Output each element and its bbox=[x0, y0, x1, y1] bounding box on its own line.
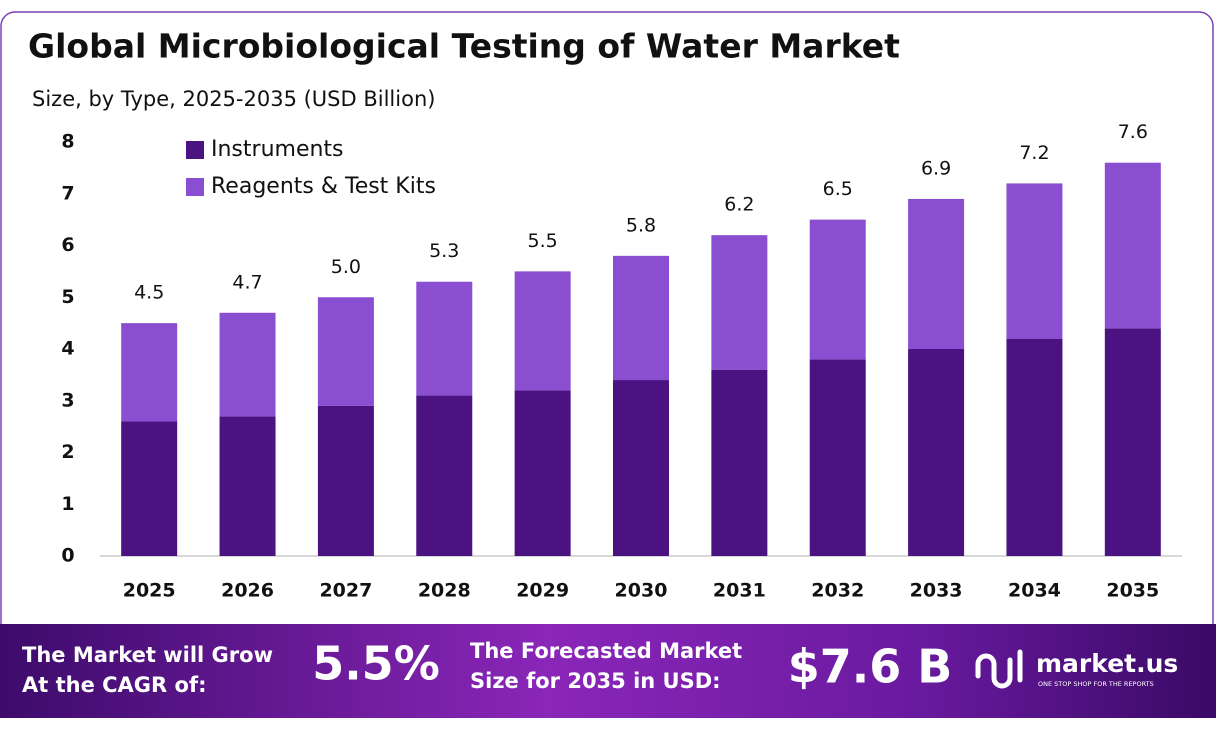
x-tick-label: 2025 bbox=[123, 580, 176, 602]
x-tick-label: 2034 bbox=[1008, 580, 1061, 602]
x-tick-label: 2030 bbox=[615, 580, 668, 602]
x-tick-label: 2035 bbox=[1106, 580, 1159, 602]
y-tick-label: 6 bbox=[61, 234, 74, 256]
bar-segment bbox=[908, 349, 965, 556]
bar-segment bbox=[121, 323, 178, 422]
footer-band bbox=[0, 624, 1216, 718]
y-tick-label: 7 bbox=[61, 182, 74, 204]
bar-segment bbox=[809, 219, 866, 360]
brand-logo bbox=[975, 649, 1023, 689]
x-tick-label: 2031 bbox=[713, 580, 766, 602]
chart-title: Global Microbiological Testing of Water … bbox=[28, 27, 900, 66]
bar-segment bbox=[219, 416, 276, 556]
legend-swatch bbox=[186, 178, 204, 196]
total-label: 4.7 bbox=[232, 271, 262, 293]
brand-name: market.us bbox=[1036, 649, 1178, 678]
bar-segment bbox=[1006, 183, 1063, 339]
brand-tagline: ONE STOP SHOP FOR THE REPORTS bbox=[1038, 680, 1154, 688]
legend-label: Instruments bbox=[211, 137, 344, 162]
y-tick-label: 1 bbox=[61, 493, 74, 515]
x-tick-label: 2029 bbox=[516, 580, 569, 602]
cagr-value: 5.5% bbox=[312, 637, 440, 691]
footer-text: The Forecasted Market bbox=[470, 639, 742, 663]
y-tick-label: 3 bbox=[61, 389, 74, 411]
forecast-value: $7.6 B bbox=[788, 640, 953, 694]
y-tick-label: 4 bbox=[61, 338, 74, 360]
bar-segment bbox=[121, 421, 178, 556]
footer-text: The Market will Grow bbox=[22, 643, 273, 667]
total-label: 4.5 bbox=[134, 282, 164, 304]
total-label: 5.8 bbox=[626, 214, 656, 236]
bar-segment bbox=[514, 271, 571, 391]
total-label: 6.5 bbox=[823, 178, 853, 200]
y-tick-label: 5 bbox=[61, 286, 74, 308]
bar-segment bbox=[1104, 162, 1161, 329]
legend-swatch bbox=[186, 141, 204, 159]
x-tick-label: 2028 bbox=[418, 580, 471, 602]
bar-segment bbox=[514, 390, 571, 556]
total-label: 5.3 bbox=[429, 240, 459, 262]
total-label: 6.9 bbox=[921, 157, 951, 179]
footer-text: At the CAGR of: bbox=[22, 673, 207, 697]
x-tick-label: 2033 bbox=[910, 580, 963, 602]
bar-segment bbox=[317, 405, 374, 556]
bar-segment bbox=[711, 369, 768, 556]
total-label: 5.5 bbox=[528, 230, 558, 252]
y-tick-label: 8 bbox=[61, 131, 74, 153]
total-label: 5.0 bbox=[331, 256, 361, 278]
total-label: 6.2 bbox=[724, 194, 754, 216]
x-tick-label: 2026 bbox=[221, 580, 274, 602]
bar-segment bbox=[416, 395, 473, 556]
y-tick-label: 0 bbox=[61, 545, 74, 567]
bar-segment bbox=[613, 380, 669, 556]
bar-segment bbox=[1104, 328, 1161, 556]
bar-segment bbox=[416, 281, 473, 396]
total-label: 7.6 bbox=[1118, 121, 1148, 143]
bar-segment bbox=[1006, 338, 1063, 556]
legend-label: Reagents & Test Kits bbox=[211, 174, 436, 199]
x-tick-label: 2032 bbox=[811, 580, 864, 602]
x-tick-label: 2027 bbox=[319, 580, 372, 602]
bar-segment bbox=[613, 255, 669, 381]
total-label: 7.2 bbox=[1019, 142, 1049, 164]
chart-subtitle: Size, by Type, 2025-2035 (USD Billion) bbox=[32, 87, 435, 111]
bar-segment bbox=[908, 198, 965, 349]
bar-segment bbox=[219, 312, 276, 417]
y-tick-label: 2 bbox=[61, 441, 74, 463]
bar-segment bbox=[317, 297, 374, 406]
footer-text: Size for 2035 in USD: bbox=[470, 669, 721, 693]
bar-segment bbox=[711, 235, 768, 370]
bar-segment bbox=[809, 359, 866, 556]
